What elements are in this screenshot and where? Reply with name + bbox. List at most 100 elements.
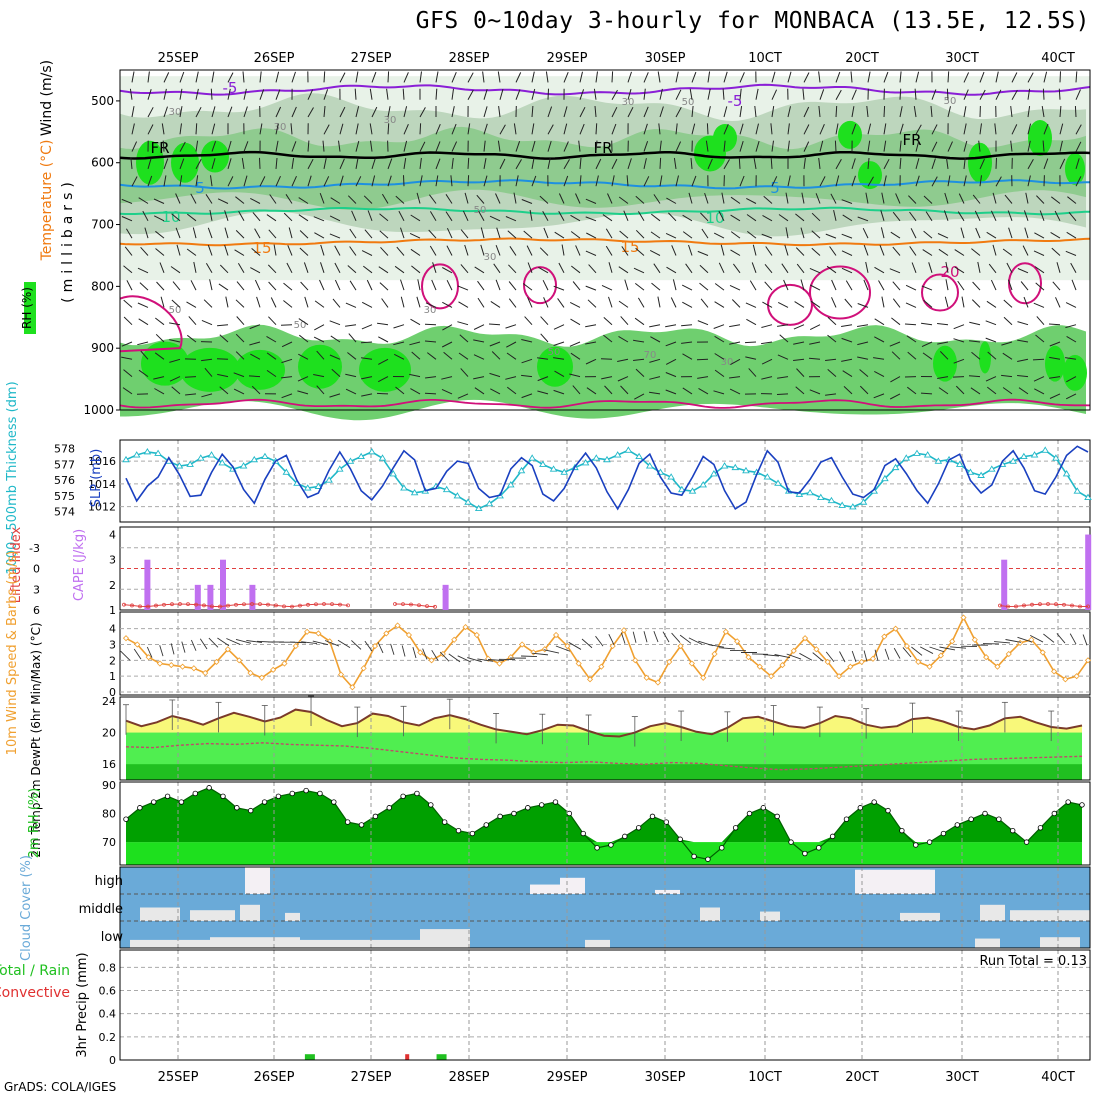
- wind-barb: [953, 324, 965, 330]
- rh-marker: [1037, 825, 1044, 831]
- wind-barb: [730, 196, 741, 204]
- wind-barb: [745, 356, 757, 360]
- slp-tick-label: 1014: [88, 478, 116, 491]
- rh-marker: [220, 793, 226, 800]
- wind-barb: [666, 197, 677, 204]
- rh-marker: [829, 833, 836, 840]
- wind-speed-marker: [405, 631, 413, 639]
- wind-barb: [841, 233, 853, 239]
- wind-barb: [992, 192, 997, 204]
- wind-speed-marker: [869, 655, 877, 662]
- wind-barb: [379, 230, 389, 239]
- wind-speed-marker: [247, 669, 254, 677]
- wind-speed-marker: [1062, 676, 1069, 683]
- wind-barb: [585, 198, 597, 204]
- wind-barb: [547, 140, 552, 152]
- wind-barb: [850, 71, 853, 83]
- wind-barb: [723, 71, 728, 83]
- wind-barb: [931, 89, 937, 100]
- rh-marker: [372, 813, 379, 820]
- wind-barb: [720, 244, 725, 256]
- lifted-index-line: [394, 603, 436, 608]
- rh2m-tick-label: 80: [102, 807, 116, 820]
- wind-barb: [370, 140, 373, 152]
- wind-barb: [403, 124, 409, 135]
- wind-barb: [361, 376, 373, 380]
- wind-barb: [899, 106, 903, 118]
- surface-wind-barb: [839, 651, 846, 663]
- wind-speed-marker: [971, 636, 978, 643]
- surface-wind-barbs: [120, 631, 1088, 663]
- wind-barb: [923, 195, 933, 204]
- wind-barb: [307, 158, 314, 170]
- wind-barb: [1017, 375, 1029, 378]
- lifted-index-marker: [234, 602, 238, 607]
- wind-barb: [280, 324, 293, 326]
- wind-barb: [763, 195, 773, 204]
- rh-marker: [940, 830, 947, 837]
- wind-barb: [531, 105, 534, 118]
- wind-barb: [867, 71, 871, 83]
- cape-tick-label: 1: [109, 604, 116, 617]
- wind-barb: [169, 376, 181, 382]
- wind-barb: [691, 175, 697, 187]
- wind-barb: [515, 141, 521, 152]
- wind-barb: [909, 211, 917, 222]
- wind-barb: [269, 194, 277, 204]
- thickness-line-marker: [849, 503, 857, 510]
- wind-barb: [618, 196, 629, 204]
- wind-barb: [1048, 323, 1061, 326]
- thickness-line-marker: [913, 449, 921, 456]
- wind-speed-marker: [575, 660, 582, 667]
- wind-barb: [371, 175, 376, 187]
- wind-barb: [851, 89, 857, 100]
- wind-barb: [195, 175, 199, 187]
- wind-barb: [442, 301, 453, 308]
- wind-barb: [1054, 210, 1061, 222]
- wind-barb: [249, 324, 261, 330]
- wind-barb: [428, 194, 437, 204]
- wind-barb: [268, 281, 277, 291]
- wind-barb: [874, 336, 885, 343]
- wind-barb: [379, 282, 389, 291]
- wind-barb: [880, 210, 885, 221]
- wind-barb: [874, 318, 885, 326]
- wind-barb: [771, 176, 778, 187]
- lifted-index-marker: [1006, 604, 1010, 609]
- wind-barb: [979, 71, 985, 83]
- wind-barb: [361, 301, 373, 308]
- thickness-line-marker: [389, 470, 398, 477]
- wind-barb: [409, 232, 421, 239]
- wind-barb: [203, 299, 213, 308]
- rh-maximum-blob: [298, 344, 342, 389]
- pressure-tick-label: 800: [91, 279, 114, 293]
- wind-barb: [841, 358, 853, 362]
- wind-barb: [539, 247, 549, 256]
- wind-barb: [153, 198, 165, 204]
- surface-wind-barb: [1029, 635, 1044, 643]
- surface-wind-barb: [929, 646, 945, 653]
- wind-barb: [637, 297, 645, 308]
- wind-barb: [595, 123, 598, 135]
- wind-barb: [675, 71, 679, 83]
- surface-wind-barb: [457, 655, 472, 663]
- rh-marker: [913, 842, 919, 848]
- wind-barb: [416, 296, 421, 308]
- wind-barb: [273, 244, 277, 256]
- thickness-line-marker: [774, 479, 782, 486]
- wind-barb: [905, 284, 917, 291]
- wind-barb: [944, 192, 949, 204]
- wind-speed-line: [125, 615, 1089, 689]
- thickness-line-marker: [1062, 470, 1071, 477]
- wind-barb: [831, 297, 837, 308]
- wind-barb: [979, 158, 985, 170]
- wind-barb: [322, 140, 325, 152]
- rh-marker: [816, 845, 822, 851]
- cloud-cell: [190, 910, 235, 921]
- rh-band-moist: [120, 126, 1086, 210]
- wind-barb: [283, 282, 293, 291]
- wind-barb: [579, 175, 582, 187]
- contour-label: 30: [424, 305, 437, 316]
- wind-barb: [505, 324, 517, 329]
- surface-wind-barb: [1017, 636, 1033, 643]
